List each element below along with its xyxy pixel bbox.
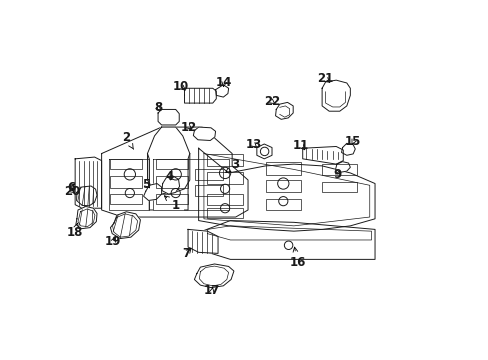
- Polygon shape: [158, 109, 179, 125]
- Text: 17: 17: [203, 284, 220, 297]
- Polygon shape: [198, 148, 374, 231]
- Polygon shape: [194, 264, 233, 288]
- Text: 19: 19: [105, 235, 121, 248]
- Bar: [195, 185, 223, 196]
- Polygon shape: [193, 127, 215, 140]
- Text: 22: 22: [264, 95, 280, 108]
- Polygon shape: [256, 144, 271, 159]
- Text: 16: 16: [288, 247, 305, 269]
- Text: 3: 3: [225, 158, 239, 172]
- Bar: [207, 208, 242, 218]
- Polygon shape: [110, 212, 140, 239]
- Text: 18: 18: [66, 223, 82, 239]
- Bar: [156, 159, 188, 170]
- Bar: [110, 194, 142, 204]
- Bar: [207, 153, 242, 166]
- Bar: [322, 182, 357, 192]
- Text: 2: 2: [122, 131, 133, 149]
- Polygon shape: [147, 127, 189, 193]
- Polygon shape: [143, 184, 161, 201]
- Bar: [156, 176, 188, 188]
- Text: 4: 4: [165, 170, 173, 183]
- Bar: [265, 162, 300, 175]
- Polygon shape: [77, 186, 97, 206]
- Text: 15: 15: [344, 135, 361, 148]
- Bar: [207, 194, 242, 205]
- Polygon shape: [188, 229, 218, 253]
- Text: 1: 1: [164, 196, 180, 212]
- Bar: [322, 164, 357, 175]
- Polygon shape: [302, 147, 343, 164]
- Text: 12: 12: [181, 121, 197, 134]
- Text: 8: 8: [154, 101, 162, 114]
- Bar: [195, 170, 223, 180]
- Polygon shape: [76, 207, 97, 229]
- Text: 9: 9: [333, 168, 342, 181]
- Bar: [110, 159, 142, 170]
- Text: 7: 7: [182, 247, 191, 260]
- Bar: [156, 194, 188, 204]
- Polygon shape: [184, 88, 216, 103]
- Polygon shape: [75, 157, 102, 208]
- Polygon shape: [102, 127, 247, 217]
- Polygon shape: [162, 176, 179, 194]
- Text: 6: 6: [67, 181, 75, 194]
- Polygon shape: [202, 221, 374, 259]
- Text: 5: 5: [142, 178, 150, 191]
- Bar: [110, 176, 142, 188]
- Polygon shape: [341, 143, 355, 155]
- Text: 10: 10: [173, 80, 189, 93]
- Polygon shape: [275, 102, 293, 119]
- Bar: [265, 180, 300, 192]
- Text: 13: 13: [245, 138, 261, 151]
- Text: 11: 11: [292, 139, 308, 152]
- Polygon shape: [322, 80, 349, 111]
- Polygon shape: [335, 162, 349, 172]
- Polygon shape: [215, 85, 228, 97]
- Bar: [207, 172, 242, 184]
- Text: 20: 20: [64, 185, 81, 198]
- Text: 14: 14: [215, 76, 232, 90]
- Text: 21: 21: [316, 72, 332, 85]
- Bar: [265, 199, 300, 210]
